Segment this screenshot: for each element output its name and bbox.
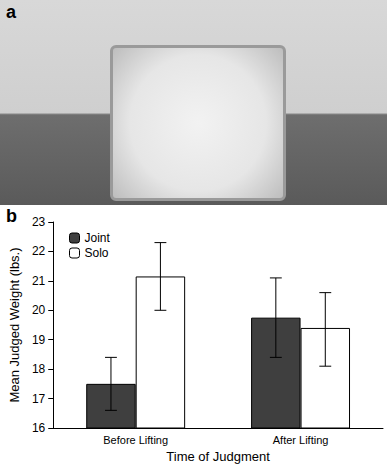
svg-text:Before Lifting: Before Lifting	[103, 434, 168, 446]
svg-text:19: 19	[32, 333, 46, 347]
svg-text:22: 22	[32, 244, 46, 258]
svg-text:b: b	[6, 206, 17, 226]
svg-text:Time of Judgment: Time of Judgment	[166, 449, 270, 464]
svg-text:Mean Judged Weight (lbs.): Mean Judged Weight (lbs.)	[7, 247, 22, 402]
svg-text:16: 16	[32, 421, 46, 435]
svg-text:18: 18	[32, 362, 46, 376]
svg-text:21: 21	[32, 274, 46, 288]
svg-text:Joint: Joint	[85, 231, 111, 245]
svg-text:20: 20	[32, 303, 46, 317]
html-text:a: a	[6, 2, 16, 22]
svg-text:17: 17	[32, 392, 46, 406]
svg-text:After Lifting: After Lifting	[273, 434, 329, 446]
svg-text:23: 23	[32, 215, 46, 229]
svg-text:Solo: Solo	[85, 246, 109, 260]
